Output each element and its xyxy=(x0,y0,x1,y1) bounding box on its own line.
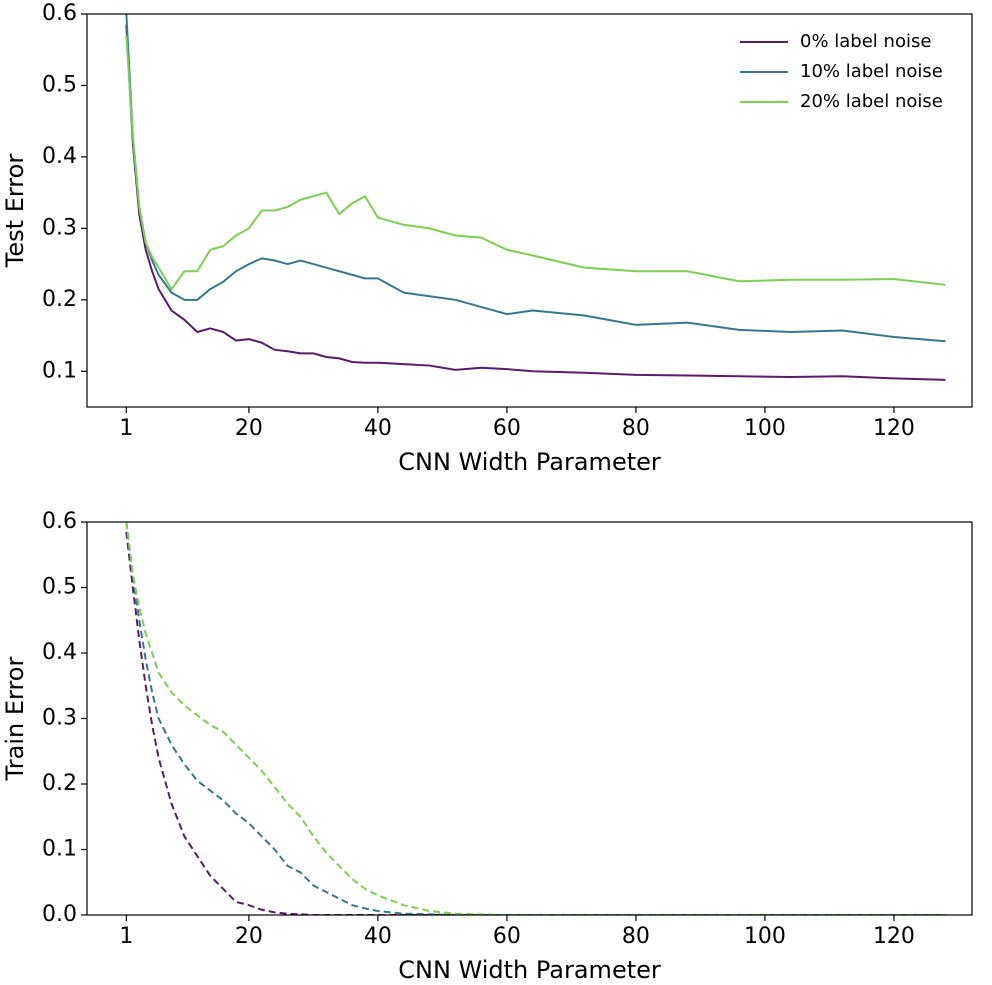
legend-label: 0% label noise xyxy=(800,31,931,52)
y-tick-label: 0.4 xyxy=(42,144,77,169)
x-tick-label: 20 xyxy=(235,416,263,441)
y-tick-label: 0.2 xyxy=(42,771,77,796)
y-tick-label: 0.3 xyxy=(42,215,77,240)
plot-frame xyxy=(86,521,973,916)
x-tick-label: 1 xyxy=(119,924,133,949)
x-tick-label: 1 xyxy=(119,416,133,441)
x-axis-label: CNN Width Parameter xyxy=(398,448,661,476)
y-tick-label: 0.5 xyxy=(42,72,77,97)
series-line xyxy=(125,522,946,915)
x-tick-label: 60 xyxy=(493,416,521,441)
y-tick-label: 0.0 xyxy=(42,902,77,927)
series-line xyxy=(125,35,946,291)
y-tick-label: 0.1 xyxy=(42,837,77,862)
x-tick-label: 80 xyxy=(622,924,650,949)
y-tick-label: 0.6 xyxy=(42,509,77,534)
series-line xyxy=(125,522,946,915)
series-line xyxy=(125,531,946,915)
x-axis-label: CNN Width Parameter xyxy=(398,956,661,984)
y-tick-label: 0.1 xyxy=(42,358,77,383)
x-tick-label: 120 xyxy=(873,924,915,949)
y-axis-label: Train Error xyxy=(1,657,29,782)
y-tick-label: 0.5 xyxy=(42,575,77,600)
x-tick-label: 80 xyxy=(622,416,650,441)
y-tick-label: 0.4 xyxy=(42,640,77,665)
legend-label: 10% label noise xyxy=(800,61,943,82)
x-tick-label: 120 xyxy=(873,416,915,441)
x-tick-label: 100 xyxy=(744,924,786,949)
x-tick-label: 40 xyxy=(364,416,392,441)
y-tick-label: 0.3 xyxy=(42,706,77,731)
plot-frame xyxy=(86,13,973,408)
x-tick-label: 100 xyxy=(744,416,786,441)
x-tick-label: 60 xyxy=(493,924,521,949)
y-axis-label: Test Error xyxy=(1,154,29,269)
y-tick-label: 0.6 xyxy=(42,1,77,26)
series-line xyxy=(125,24,946,381)
y-tick-label: 0.2 xyxy=(42,287,77,312)
x-tick-label: 40 xyxy=(364,924,392,949)
legend-label: 20% label noise xyxy=(800,91,943,112)
series-line xyxy=(125,14,946,343)
x-tick-label: 20 xyxy=(235,924,263,949)
